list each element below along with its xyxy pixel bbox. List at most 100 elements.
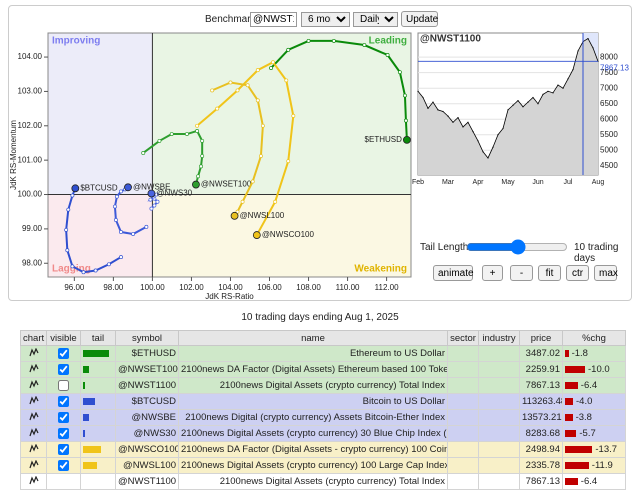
chart-icon[interactable] xyxy=(28,459,39,469)
tool-button[interactable]: fit xyxy=(538,265,561,281)
visible-checkbox[interactable] xyxy=(58,459,69,471)
update-button[interactable]: Update xyxy=(401,11,438,27)
tail-slider[interactable] xyxy=(466,241,568,253)
rrg-panel xyxy=(8,5,632,301)
benchmark-input[interactable] xyxy=(250,12,297,27)
tool-button[interactable]: ctr xyxy=(566,265,589,281)
tail-point xyxy=(240,199,245,204)
tail-point xyxy=(64,227,69,232)
tail-point xyxy=(250,179,255,184)
tail-point xyxy=(215,106,220,111)
chart-icon[interactable] xyxy=(28,395,39,405)
price-point xyxy=(432,101,434,103)
price-point xyxy=(517,99,519,102)
chart-glyph xyxy=(28,411,39,420)
x-tick-label: Apr xyxy=(473,179,485,186)
caption: 10 trading days ending Aug 1, 2025 xyxy=(241,312,399,323)
chg-bar xyxy=(565,461,589,469)
name-cell: Ethereum to US Dollar xyxy=(178,345,448,362)
tail-head xyxy=(252,231,261,239)
tail-cell xyxy=(80,377,116,394)
price-point xyxy=(562,87,564,89)
tail-head xyxy=(230,211,239,220)
tail-point xyxy=(93,268,98,273)
x-axis-label: JdK RS-Ratio xyxy=(205,292,254,301)
y-tick-label: 7000 xyxy=(600,83,618,92)
quadrant-weakening xyxy=(152,194,411,277)
visible-checkbox[interactable] xyxy=(58,347,69,359)
table-row: @NWSET100 2100news DA Factor (Digital Ass… xyxy=(20,361,626,378)
chart-icon[interactable] xyxy=(28,379,39,389)
name-cell: 2100news Digital Assets (crypto currency… xyxy=(178,377,448,394)
chart-glyph xyxy=(28,347,39,356)
price-point xyxy=(557,84,559,86)
price-cell: 113263.48 xyxy=(519,393,563,410)
chart-icon[interactable] xyxy=(28,411,39,421)
visible-checkbox[interactable] xyxy=(58,443,69,455)
symbol-cell: @NWST1100 xyxy=(115,473,179,490)
tail-point xyxy=(70,193,75,198)
column-header: price xyxy=(519,330,563,346)
chg-label: -6.4 xyxy=(580,476,598,487)
visible-checkbox[interactable] xyxy=(58,379,69,391)
chart-cell xyxy=(20,473,47,490)
sector-cell xyxy=(447,377,479,394)
chg-cell: -10.0 xyxy=(562,361,626,378)
name-cell: Bitcoin to US Dollar xyxy=(178,393,448,410)
visible-cell xyxy=(46,361,81,378)
tail-point xyxy=(70,264,75,269)
y-tick-label: 7500 xyxy=(600,68,618,77)
visible-cell xyxy=(46,457,81,474)
price-area xyxy=(418,38,598,176)
quadrant-lagging xyxy=(48,194,153,277)
tool-button[interactable]: + xyxy=(482,265,503,281)
price-point xyxy=(487,157,489,159)
visible-checkbox[interactable] xyxy=(58,363,69,375)
x-tick-label: Jun xyxy=(532,179,543,186)
x-tick-label: Aug xyxy=(592,179,605,186)
chg-cell: -3.8 xyxy=(562,409,626,426)
tool-button[interactable]: - xyxy=(510,265,533,281)
chg-cell: -6.4 xyxy=(562,377,626,394)
tail-point xyxy=(271,60,275,65)
tool-button[interactable]: animate xyxy=(433,265,474,281)
symbol-cell: @NWSCO100 xyxy=(115,441,179,458)
tail-line xyxy=(65,187,122,274)
chart-glyph xyxy=(28,395,39,404)
price-cell: 2259.91 xyxy=(519,361,563,378)
table-row: @NWSL100 2100news Digital Assets (crypto … xyxy=(20,457,626,474)
chart-icon[interactable] xyxy=(28,363,39,373)
price-cell: 7867.13 xyxy=(519,473,563,490)
chart-icon[interactable] xyxy=(28,347,39,357)
tail-cell xyxy=(80,441,116,458)
x-tick-label: 104.00 xyxy=(218,283,243,292)
chart-glyph xyxy=(28,379,39,388)
tail-bar xyxy=(83,350,109,357)
visible-checkbox[interactable] xyxy=(58,395,69,407)
price-point xyxy=(482,151,484,153)
chart-icon[interactable] xyxy=(28,427,39,437)
chart-icon[interactable] xyxy=(28,443,39,453)
price-point xyxy=(417,90,419,92)
visible-checkbox[interactable] xyxy=(58,411,69,423)
price-point xyxy=(477,140,479,142)
tail-point xyxy=(199,164,203,169)
tail-length-value: 10 trading days xyxy=(574,242,619,264)
period-select[interactable]: 6 months xyxy=(301,12,350,27)
price-point xyxy=(542,93,544,95)
tail-label: @NWSCO100 xyxy=(262,230,315,239)
price-cell: 7867.13 xyxy=(519,377,563,394)
tool-button[interactable]: max xyxy=(594,265,618,281)
visible-checkbox[interactable] xyxy=(58,427,69,439)
interval-select[interactable]: Daily xyxy=(353,12,398,27)
x-tick-label: Feb xyxy=(412,179,424,186)
name-cell: 2100news DA Factor (Digital Assets) Ethe… xyxy=(178,361,448,378)
symbol-cell: @NWS30 xyxy=(115,425,179,442)
table-row: @NWS30 2100news Digital Assets (crypto cu… xyxy=(20,425,626,442)
price-point xyxy=(527,101,529,103)
tail-point xyxy=(269,66,274,71)
tail-bar xyxy=(83,382,85,389)
x-tick-label: 110.00 xyxy=(336,283,360,292)
chart-icon[interactable] xyxy=(28,475,39,485)
tail-point xyxy=(185,132,189,136)
